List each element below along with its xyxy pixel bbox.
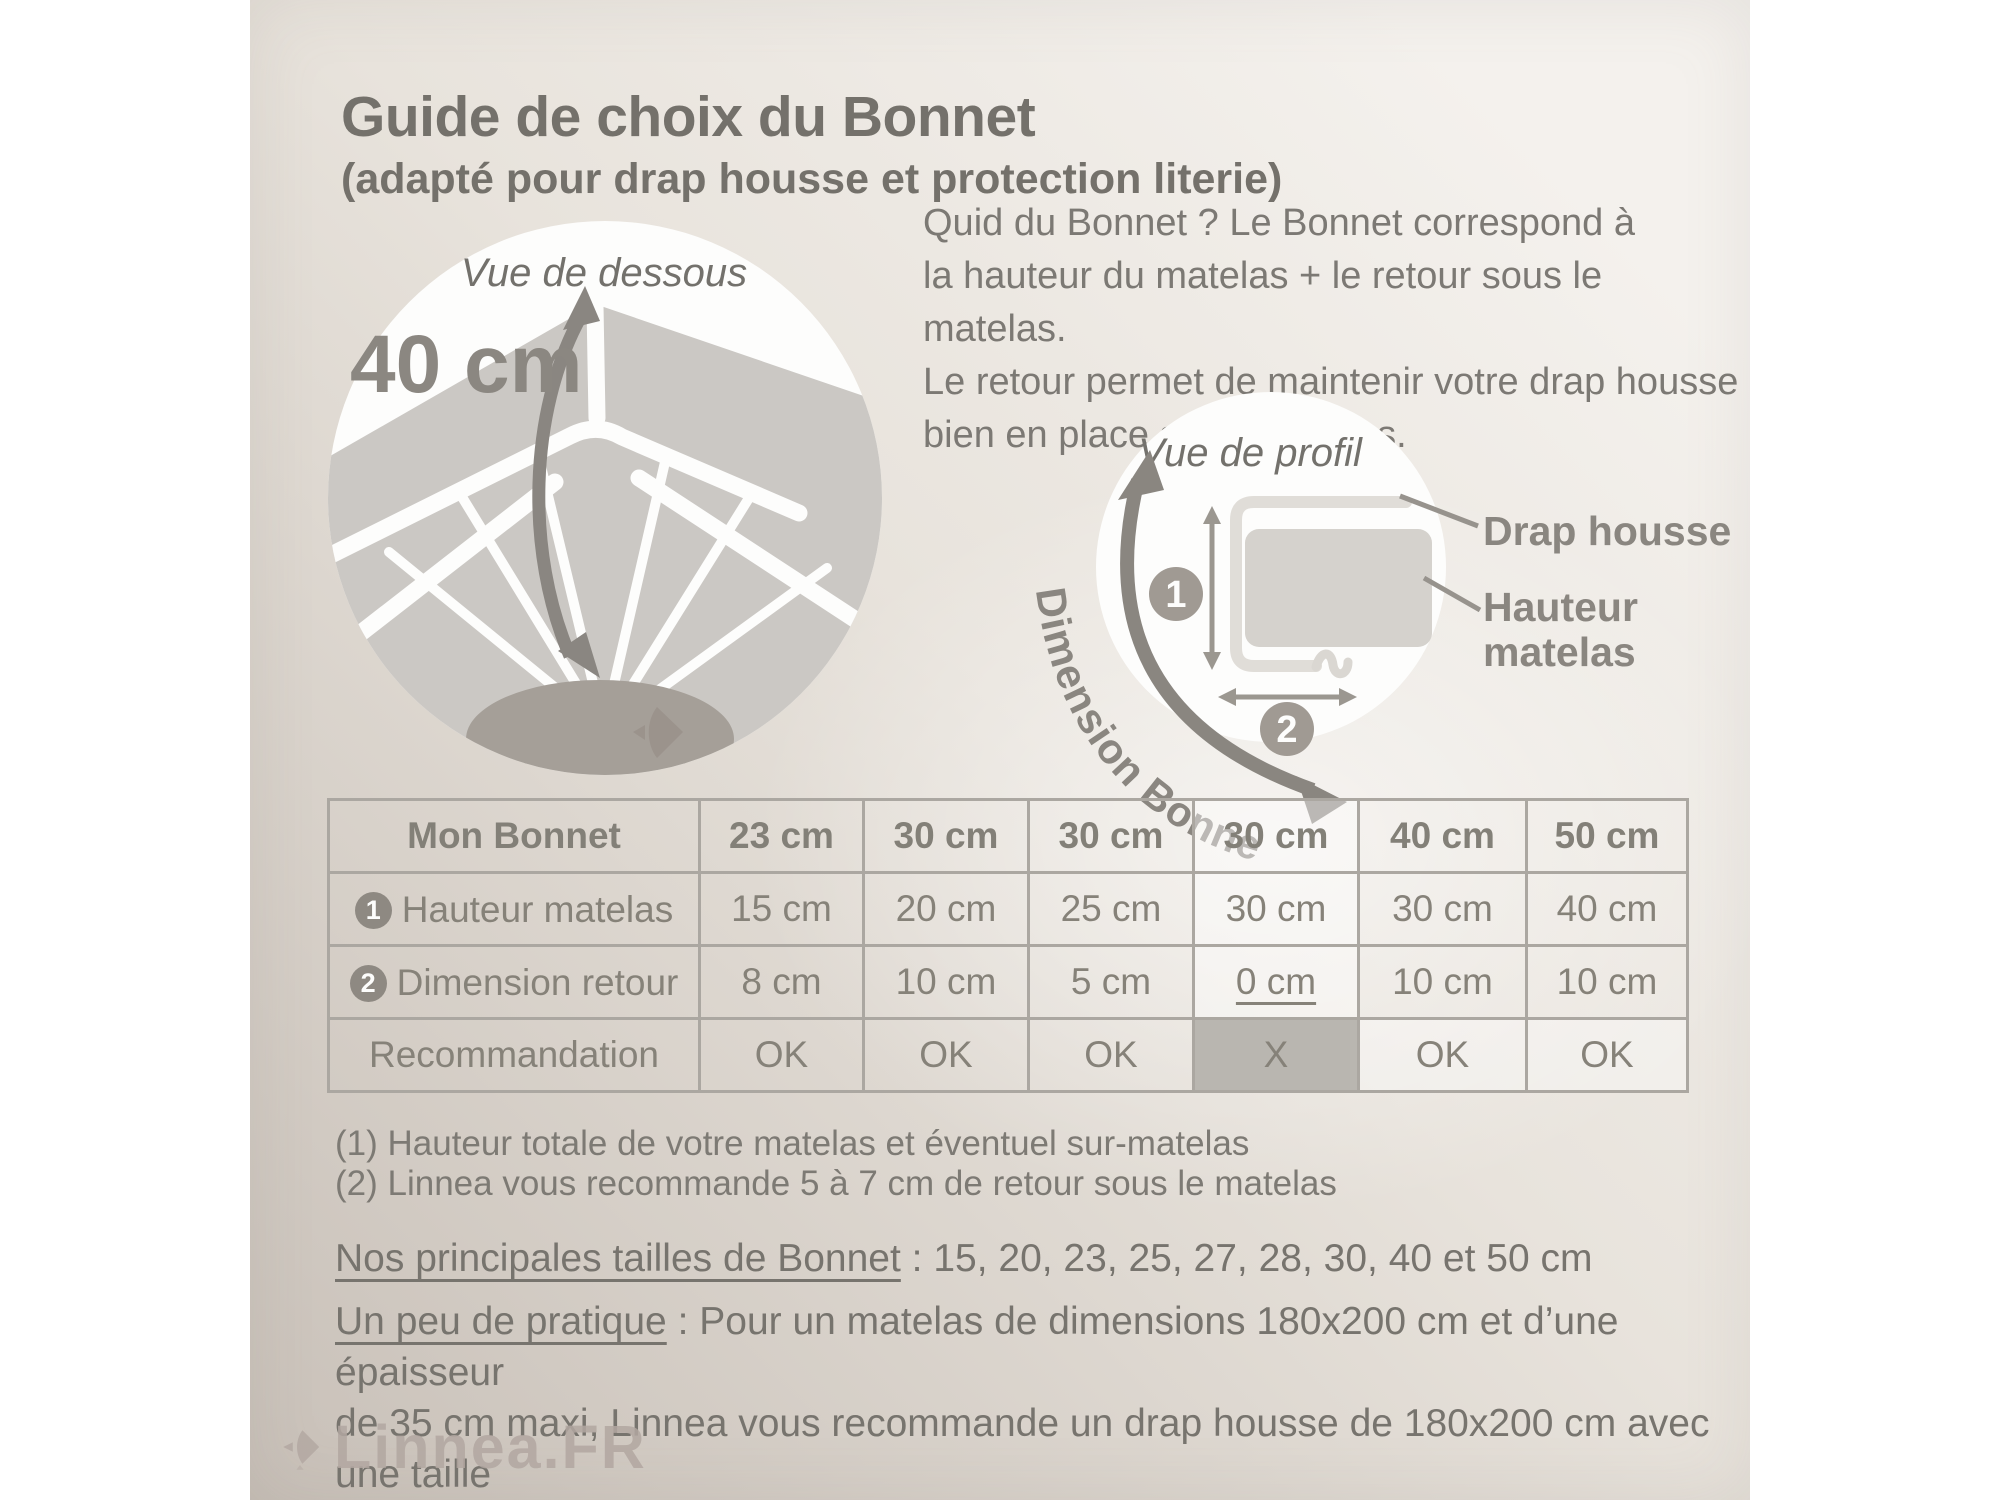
row-label-cell: 1 Hauteur matelas bbox=[327, 871, 701, 947]
connector-line-drap bbox=[1399, 493, 1479, 529]
table-row-hauteur: 1 Hauteur matelas 15 cm 20 cm 25 cm 30 cm… bbox=[327, 871, 1689, 947]
row-label: Dimension retour bbox=[396, 962, 679, 1004]
badge-2: 2 bbox=[349, 964, 387, 1002]
table-cell: OK bbox=[1357, 1017, 1528, 1093]
table-cell: OK bbox=[1525, 1017, 1689, 1093]
table-header-row: Mon Bonnet 23 cm 30 cm 30 cm 30 cm 40 cm… bbox=[327, 798, 1689, 874]
header-cell: 40 cm bbox=[1357, 798, 1528, 874]
hauteur-matelas-label: Hauteur matelas bbox=[1483, 585, 1638, 675]
sheet-hook-squiggle bbox=[1311, 649, 1353, 679]
bonnet-curved-arrow bbox=[532, 314, 586, 659]
header-cell: 30 cm bbox=[1192, 798, 1360, 874]
bonnet-sizes-label: Nos principales tailles de Bonnet bbox=[335, 1237, 901, 1280]
fitted-sheet-outline bbox=[1230, 496, 1412, 672]
bonnet-guide-table: Mon Bonnet 23 cm 30 cm 30 cm 30 cm 40 cm… bbox=[327, 798, 1689, 1093]
table-cell: 15 cm bbox=[698, 871, 865, 947]
hauteur-matelas-line2: matelas bbox=[1483, 629, 1636, 675]
badge-2-number: 2 bbox=[1276, 709, 1297, 751]
header-cell: 23 cm bbox=[698, 798, 865, 874]
table-cell: 10 cm bbox=[862, 944, 1030, 1020]
hauteur-matelas-line1: Hauteur bbox=[1483, 584, 1638, 630]
intro-line: Le retour permet de maintenir votre drap… bbox=[923, 361, 1739, 403]
infographic-canvas: Guide de choix du Bonnet (adapté pour dr… bbox=[250, 0, 1750, 1500]
linnea-logo: Linnea.FR bbox=[276, 1412, 647, 1482]
table-cell: OK bbox=[862, 1017, 1030, 1093]
linnea-wordmark: Linnea.FR bbox=[334, 1413, 647, 1481]
height-dimension-arrow bbox=[1203, 506, 1221, 670]
table-cell: 8 cm bbox=[698, 944, 865, 1020]
footnote-1: (1) Hauteur totale de votre matelas et é… bbox=[335, 1124, 1250, 1163]
row-label: Hauteur matelas bbox=[401, 889, 674, 931]
bonnet-dimension-arrow bbox=[1120, 478, 1316, 797]
table-cell: 20 cm bbox=[862, 871, 1030, 947]
table-cell: 30 cm bbox=[1192, 871, 1360, 947]
table-cell: OK bbox=[1027, 1017, 1195, 1093]
right-letterbox-bar bbox=[1750, 0, 2000, 1500]
badge-1: 1 bbox=[354, 891, 392, 929]
row-label-cell: 2 Dimension retour bbox=[327, 944, 701, 1020]
header-cell: 30 cm bbox=[1027, 798, 1195, 874]
mattress-cross-section bbox=[1245, 529, 1432, 647]
intro-line: la hauteur du matelas + le retour sous l… bbox=[923, 255, 1603, 350]
practice-paragraph: Un peu de pratique : Pour un matelas de … bbox=[335, 1296, 1750, 1500]
practice-label: Un peu de pratique bbox=[335, 1300, 667, 1343]
bottom-view-illustration: 40 cm Vue de dessous bbox=[328, 221, 882, 775]
table-cell: 30 cm bbox=[1357, 871, 1528, 947]
bottom-view-label: Vue de dessous bbox=[461, 251, 747, 295]
measure-40cm-label: 40 cm bbox=[350, 319, 583, 410]
arrowhead-top bbox=[1118, 450, 1164, 500]
footnote-2: (2) Linnea vous recommande 5 à 7 cm de r… bbox=[335, 1164, 1337, 1203]
table-row-recommandation: Recommandation OK OK OK X OK OK bbox=[327, 1017, 1689, 1093]
arrowhead-bottom bbox=[558, 632, 600, 678]
badge-1-number: 1 bbox=[1165, 574, 1186, 616]
drap-housse-label: Drap housse bbox=[1483, 508, 1732, 554]
table-cell: 10 cm bbox=[1525, 944, 1689, 1020]
table-cell: OK bbox=[698, 1017, 865, 1093]
badge-2-circle bbox=[1260, 702, 1314, 756]
table-cell: 5 cm bbox=[1027, 944, 1195, 1020]
practice-line-1: Un peu de pratique : Pour un matelas de … bbox=[335, 1296, 1750, 1398]
badge-1-circle bbox=[1149, 567, 1203, 621]
table-row-retour: 2 Dimension retour 8 cm 10 cm 5 cm 0 cm 1… bbox=[327, 944, 1689, 1020]
sheet-underside-shape bbox=[328, 304, 882, 775]
page-title: Guide de choix du Bonnet bbox=[341, 85, 1036, 149]
arrowhead-top bbox=[563, 286, 600, 330]
table-cell: 10 cm bbox=[1357, 944, 1528, 1020]
left-letterbox-bar bbox=[0, 0, 250, 1500]
practice-line1-rest: : Pour un matelas de dimensions 180x200 … bbox=[335, 1300, 1619, 1394]
row-label-cell: Recommandation bbox=[327, 1017, 701, 1093]
connector-line-hauteur bbox=[1422, 575, 1482, 613]
header-cell: 50 cm bbox=[1525, 798, 1689, 874]
page-subtitle: (adapté pour drap housse et protection l… bbox=[341, 155, 1283, 203]
table-cell: 25 cm bbox=[1027, 871, 1195, 947]
practice-line-2: de 35 cm maxi, Linnea vous recommande un… bbox=[335, 1402, 1710, 1496]
leaf-watermark-icon bbox=[633, 707, 683, 758]
return-dimension-arrow bbox=[1218, 688, 1357, 706]
linnea-leaf-icon bbox=[283, 1430, 320, 1470]
table-cell-not-recommended: X bbox=[1192, 1017, 1360, 1093]
profile-view-illustration: Vue de profil 1 2 Dimens bbox=[1030, 378, 1482, 870]
intro-line: Quid du Bonnet ? Le Bonnet correspond à bbox=[923, 202, 1635, 244]
bonnet-sizes-line: Nos principales tailles de Bonnet : 15, … bbox=[335, 1237, 1592, 1281]
bonnet-sizes-values: : 15, 20, 23, 25, 27, 28, 30, 40 et 50 c… bbox=[900, 1237, 1593, 1280]
profile-view-label: Vue de profil bbox=[1138, 431, 1363, 475]
underlined-value: 0 cm bbox=[1235, 961, 1317, 1002]
header-cell: 30 cm bbox=[862, 798, 1030, 874]
table-cell-zero-retour: 0 cm bbox=[1192, 944, 1360, 1020]
table-cell: 40 cm bbox=[1525, 871, 1689, 947]
header-mon-bonnet: Mon Bonnet bbox=[327, 798, 701, 874]
